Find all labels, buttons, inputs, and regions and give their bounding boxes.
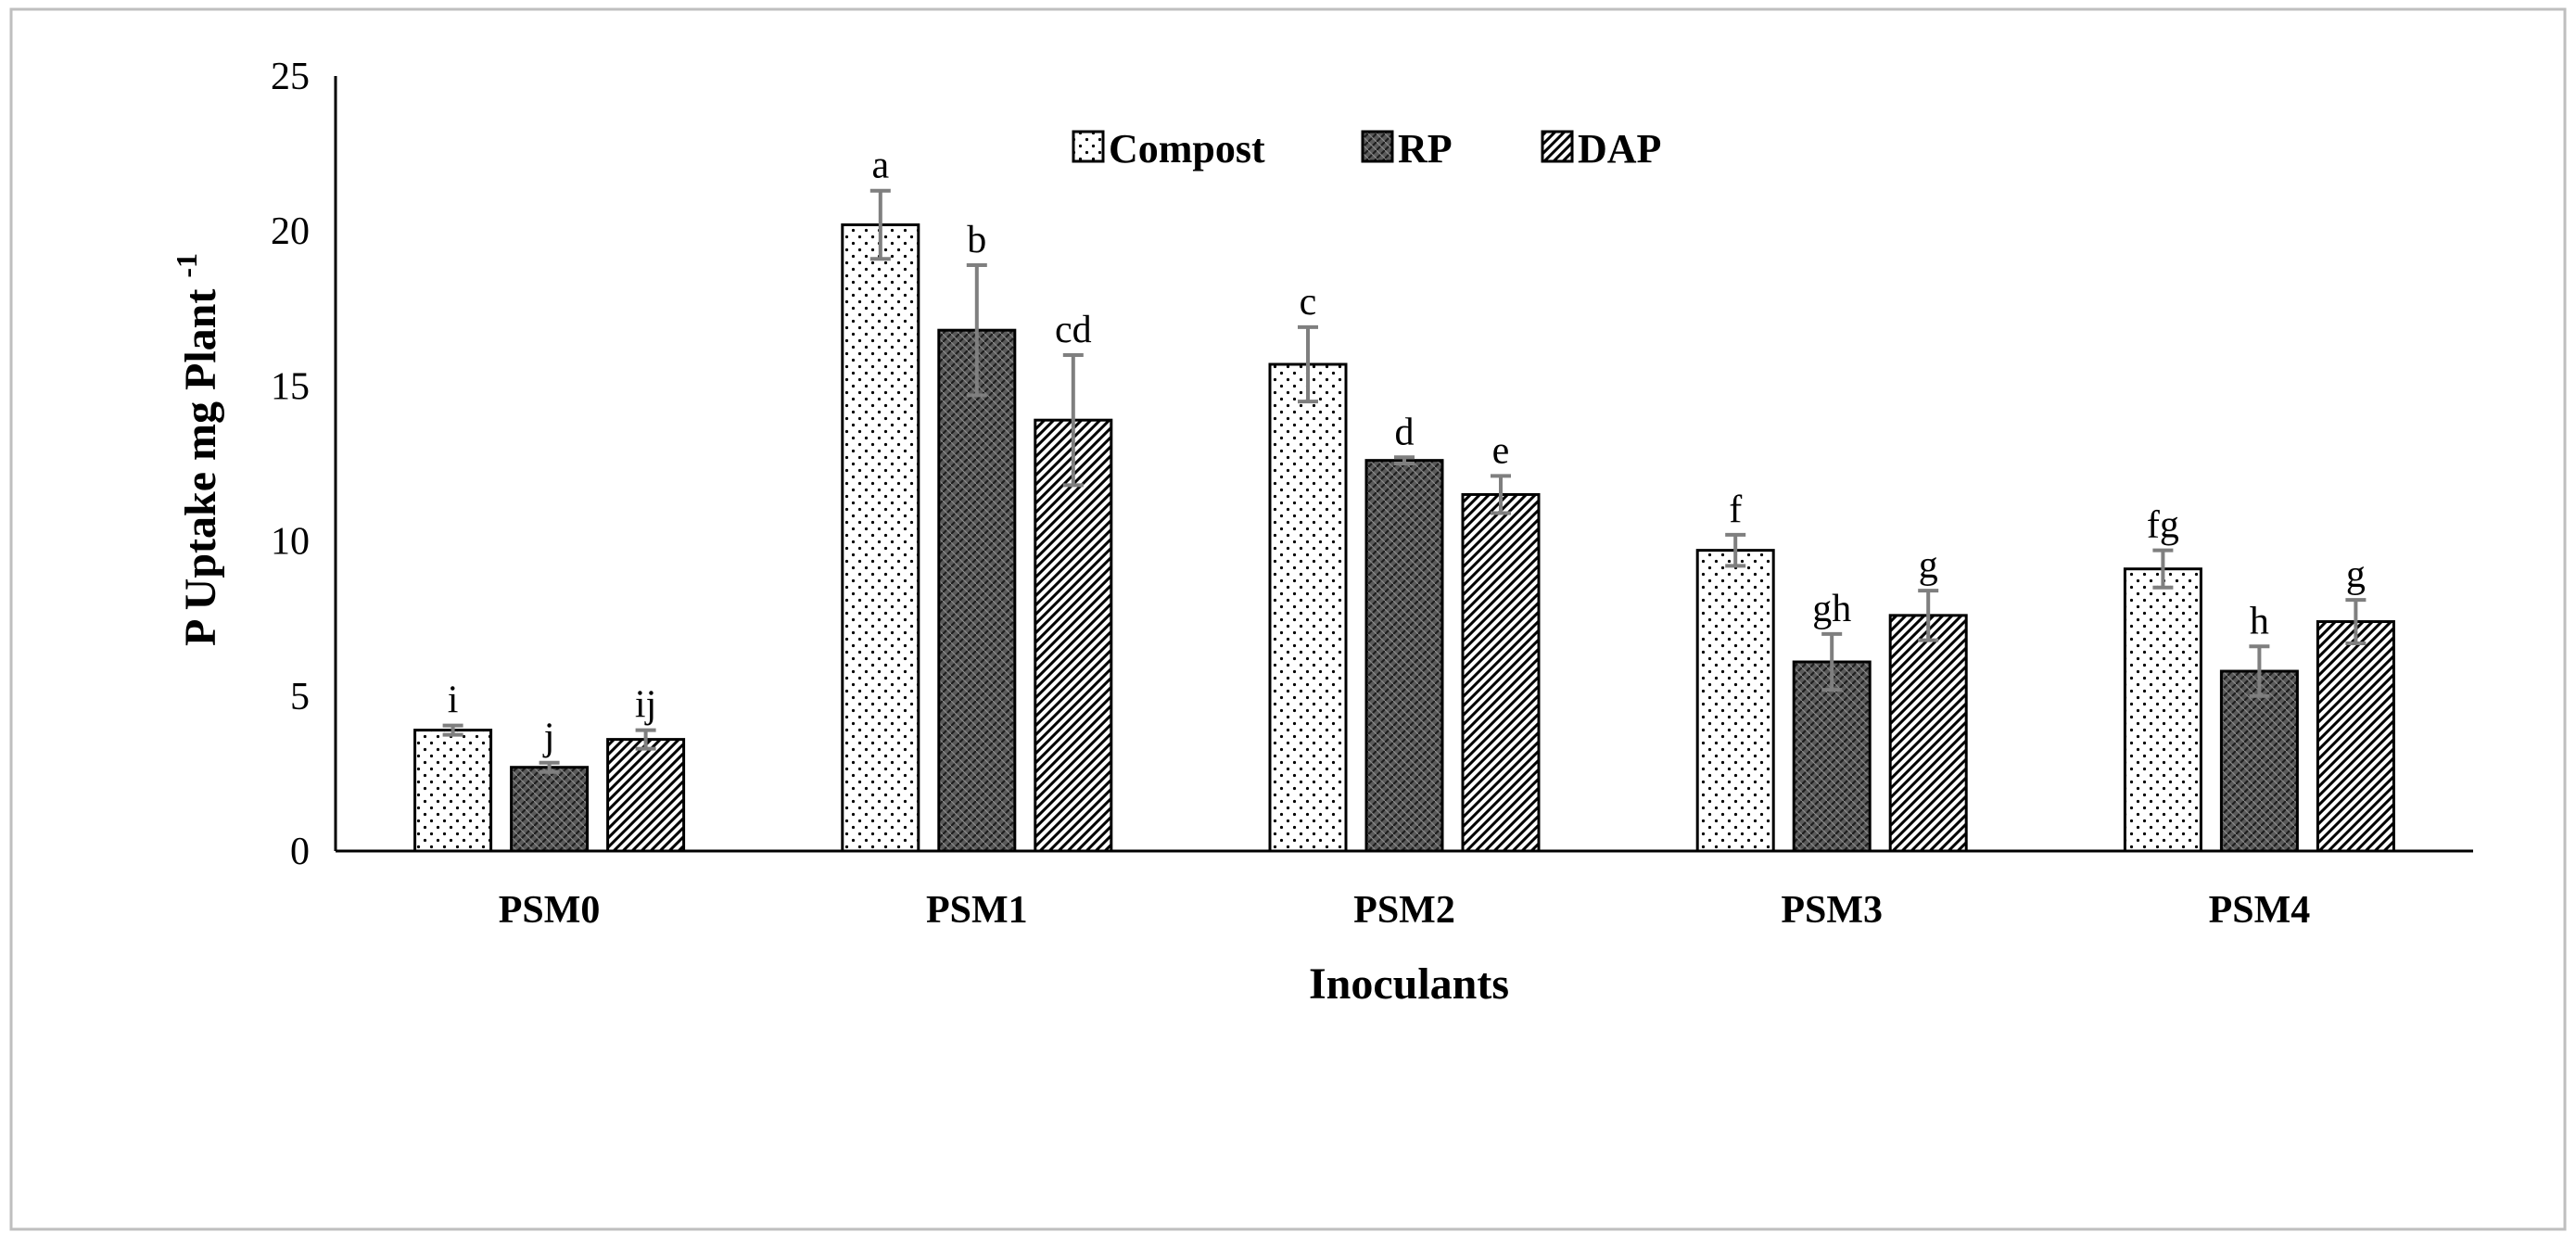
legend-label: Compost [1109,126,1265,172]
legend-swatch [1072,130,1105,163]
bar-rp-psm3 [1792,660,1872,853]
error-bar-compost-psm2 [1298,324,1318,404]
y-tick-label: 5 [290,676,310,718]
significance-label: h [2250,600,2269,642]
x-category-label: PSM4 [2209,889,2311,932]
y-tick-label: 0 [290,831,310,873]
y-axis-title-main: P Uptake mg Plant [176,289,225,646]
significance-label: f [1729,489,1742,531]
y-tick-label: 25 [271,56,310,98]
bar-dap-psm4 [2316,620,2395,853]
bar-compost-psm0 [413,729,493,853]
legend-swatch [1361,130,1394,163]
bar-dap-psm2 [1461,492,1541,853]
x-category-label: PSM2 [1353,889,1455,932]
y-axis-title-superscript: -1 [170,253,203,278]
bar-series-group [413,223,2395,853]
bar-rp-psm2 [1364,459,1444,853]
bar-compost-psm4 [2123,567,2202,853]
bar-rp-psm4 [2219,669,2299,853]
error-bar-dap-psm2 [1491,474,1511,515]
bar-dap-psm3 [1888,614,1968,853]
legend-label: DAP [1578,126,1661,172]
x-category-label: PSM1 [926,889,1028,932]
svg-text:P Uptake mg Plant -1: P Uptake mg Plant -1 [170,253,225,646]
legend: Compost RP DAP [1072,126,1661,172]
significance-label: fg [2147,504,2179,547]
error-bars-group [442,188,2367,774]
bar-dap-psm0 [606,738,686,853]
x-category-label: PSM0 [499,889,601,932]
significance-label: gh [1812,588,1851,630]
x-axis-category-labels: PSM0 PSM1 PSM2 PSM3 PSM4 [499,889,2310,932]
error-bar-dap-psm0 [635,728,656,751]
error-bar-rp-psm2 [1394,455,1415,465]
x-category-label: PSM3 [1781,889,1883,932]
bar-rp-psm1 [937,328,1017,853]
y-axis-title: P Uptake mg Plant -1 [170,253,225,646]
significance-label: a [871,145,889,187]
error-bar-compost-psm3 [1725,532,1746,568]
x-axis-title: Inoculants [1309,959,1509,1009]
error-bar-dap-psm4 [2345,598,2367,645]
legend-item-rp: RP [1361,126,1453,172]
significance-label: j [542,717,555,759]
bar-rp-psm0 [510,766,590,853]
legend-item-compost: Compost [1072,126,1265,172]
error-bar-compost-psm1 [869,188,891,261]
y-tick-label: 15 [271,365,310,408]
y-tick-label: 20 [271,210,310,253]
error-bar-compost-psm0 [442,723,463,737]
significance-label: c [1300,281,1317,324]
error-bar-rp-psm4 [2249,644,2270,698]
significance-label: b [967,219,986,261]
significance-label: i [448,680,459,722]
significance-label: e [1492,429,1510,472]
significance-label: ij [635,684,656,727]
y-axis-ticks: 0 5 10 15 20 25 [271,56,310,873]
y-tick-label: 10 [271,521,310,564]
bar-compost-psm2 [1268,362,1348,853]
significance-label: g [1919,544,1938,587]
significance-label: d [1395,411,1415,453]
legend-item-dap: DAP [1541,126,1661,172]
bar-compost-psm3 [1695,549,1775,853]
error-bar-dap-psm3 [1918,589,1939,642]
legend-swatch [1541,130,1574,163]
significance-label: g [2346,553,2366,596]
bar-compost-psm1 [841,223,920,853]
error-bar-rp-psm0 [539,760,560,774]
error-bar-dap-psm1 [1062,352,1084,488]
error-bar-rp-psm1 [966,262,987,398]
legend-label: RP [1398,126,1453,172]
error-bar-rp-psm3 [1821,631,1843,692]
error-bar-compost-psm4 [2152,548,2174,590]
significance-label: cd [1055,309,1092,351]
